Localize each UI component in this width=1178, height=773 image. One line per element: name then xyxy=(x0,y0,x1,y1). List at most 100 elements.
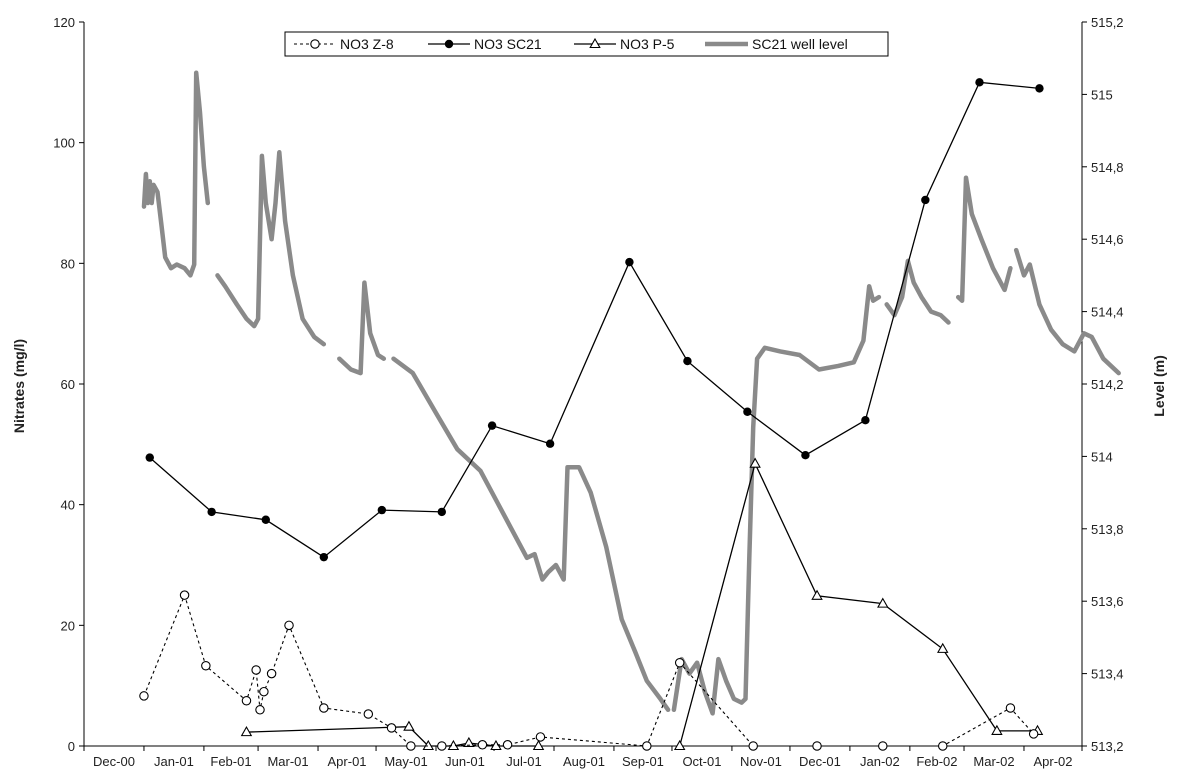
x-tick-label: Feb-02 xyxy=(916,754,957,769)
x-tick-label: Feb-01 xyxy=(210,754,251,769)
x-tick-label: Mar-01 xyxy=(267,754,308,769)
x-tick-label: Apr-01 xyxy=(328,754,367,769)
y-tick-label: 20 xyxy=(61,618,75,633)
point-no3-p5 xyxy=(749,457,761,468)
point-no3-z8 xyxy=(255,705,265,715)
y2-axis-title: Level (m) xyxy=(1151,355,1167,416)
y2-tick-label: 515 xyxy=(1091,87,1113,102)
y2-tick-label: 513,4 xyxy=(1091,667,1124,682)
point-no3-p5 xyxy=(532,739,545,751)
point-no3-z8 xyxy=(535,732,546,742)
point-no3-z8 xyxy=(266,668,277,679)
point-no3-z8 xyxy=(748,741,758,751)
point-no3-sc21 xyxy=(487,421,497,430)
point-no3-z8 xyxy=(363,709,374,719)
point-no3-z8 xyxy=(502,740,513,750)
y2-tick-label: 514,6 xyxy=(1091,232,1124,247)
point-no3-z8 xyxy=(674,657,685,668)
y-tick-label: 120 xyxy=(53,15,75,30)
y2-tick-label: 513,8 xyxy=(1091,522,1124,537)
legend: NO3 Z-8 NO3 SC21 NO3 P-5 SC21 well level xyxy=(284,31,889,57)
point-no3-sc21 xyxy=(625,257,634,267)
legend-marker-no3-sc21 xyxy=(444,39,454,49)
y2-tick-label: 514 xyxy=(1091,449,1113,464)
point-no3-sc21 xyxy=(921,195,930,205)
point-no3-sc21 xyxy=(683,356,692,366)
series-line-sc21-well-level xyxy=(215,150,327,347)
y2-tick-label: 514,2 xyxy=(1091,377,1124,392)
x-tick-label: Jun-01 xyxy=(445,754,485,769)
series-line-sc21-well-level xyxy=(141,70,211,278)
series-line-sc21-well-level xyxy=(1013,247,1121,376)
point-no3-sc21 xyxy=(261,515,271,524)
point-no3-z8 xyxy=(319,703,329,713)
point-no3-z8 xyxy=(642,741,652,751)
point-no3-p5 xyxy=(673,739,686,751)
series-line-no3-sc21 xyxy=(149,81,1040,559)
legend-label-no3-p5: NO3 P-5 xyxy=(620,36,675,52)
y-tick-label: 0 xyxy=(68,739,75,754)
series-line-sc21-well-level xyxy=(337,280,387,376)
series-line-sc21-well-level xyxy=(391,356,671,713)
point-no3-sc21 xyxy=(145,453,154,462)
point-no3-z8 xyxy=(179,590,190,600)
x-tick-label: May-01 xyxy=(384,754,427,769)
point-no3-sc21 xyxy=(545,439,555,448)
series-line-no3-z8 xyxy=(143,593,1035,747)
x-tick-label: Jul-01 xyxy=(506,754,541,769)
point-no3-z8 xyxy=(284,620,294,631)
y-tick-label: 80 xyxy=(61,256,75,271)
point-no3-sc21 xyxy=(437,507,447,517)
point-no3-p5 xyxy=(403,720,415,731)
legend-label-no3-sc21: NO3 SC21 xyxy=(474,36,542,52)
x-tick-label: Mar-02 xyxy=(973,754,1014,769)
point-no3-z8 xyxy=(386,723,397,733)
point-no3-z8 xyxy=(406,741,416,751)
point-no3-p5 xyxy=(422,739,435,751)
series-layer xyxy=(139,70,1121,751)
y2-tick-label: 514,8 xyxy=(1091,160,1124,175)
legend-label-sc21-well-level: SC21 well level xyxy=(752,36,848,52)
point-no3-z8 xyxy=(477,740,488,750)
point-no3-z8 xyxy=(878,741,888,751)
y-tick-label: 60 xyxy=(61,377,75,392)
point-no3-sc21 xyxy=(1035,84,1044,93)
x-tick-label: Jan-01 xyxy=(154,754,194,769)
point-no3-z8 xyxy=(1028,729,1039,739)
point-no3-z8 xyxy=(201,661,211,671)
point-no3-z8 xyxy=(937,741,948,751)
series-line-sc21-well-level xyxy=(884,258,951,325)
y-tick-label: 40 xyxy=(61,498,75,513)
x-tick-label: Apr-02 xyxy=(1033,754,1072,769)
legend-marker-no3-p5 xyxy=(589,37,601,49)
point-no3-sc21 xyxy=(207,507,216,517)
point-no3-z8 xyxy=(437,741,447,751)
x-tick-label: Sep-01 xyxy=(622,754,664,769)
y-axis-title: Nitrates (mg/l) xyxy=(11,339,27,433)
point-no3-p5 xyxy=(811,589,823,600)
point-no3-p5 xyxy=(463,736,475,748)
point-no3-z8 xyxy=(1005,703,1016,713)
point-no3-sc21 xyxy=(801,450,810,460)
point-no3-sc21 xyxy=(319,552,329,562)
point-no3-z8 xyxy=(241,695,252,706)
axes: 0 20 40 60 80 100 120 513,2 513,4 513,6 513,8 514 51… xyxy=(53,15,1123,769)
point-no3-p5 xyxy=(937,642,949,653)
point-no3-sc21 xyxy=(377,505,387,515)
y2-tick-label: 513,2 xyxy=(1091,739,1124,754)
point-no3-p5 xyxy=(877,597,889,608)
y2-tick-label: 515,2 xyxy=(1091,15,1124,30)
point-no3-z8 xyxy=(251,665,261,675)
x-tick-label: Oct-01 xyxy=(682,754,721,769)
y2-tick-label: 514,4 xyxy=(1091,305,1124,320)
legend-marker-no3-z8 xyxy=(310,39,320,49)
y2-tick-label: 513,6 xyxy=(1091,594,1124,609)
series-line-sc21-well-level xyxy=(955,175,1013,303)
point-no3-sc21 xyxy=(743,407,752,416)
x-tick-label: Dec-01 xyxy=(799,754,841,769)
point-no3-z8 xyxy=(259,686,269,697)
point-no3-sc21 xyxy=(975,78,984,87)
point-no3-z8 xyxy=(139,691,149,701)
point-no3-p5 xyxy=(991,724,1003,735)
